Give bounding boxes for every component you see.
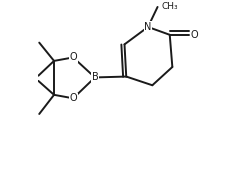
Text: N: N (144, 22, 152, 32)
Text: O: O (69, 93, 77, 103)
Text: O: O (190, 30, 198, 40)
Text: CH₃: CH₃ (162, 2, 179, 11)
Text: O: O (69, 52, 77, 62)
Text: B: B (92, 72, 98, 82)
